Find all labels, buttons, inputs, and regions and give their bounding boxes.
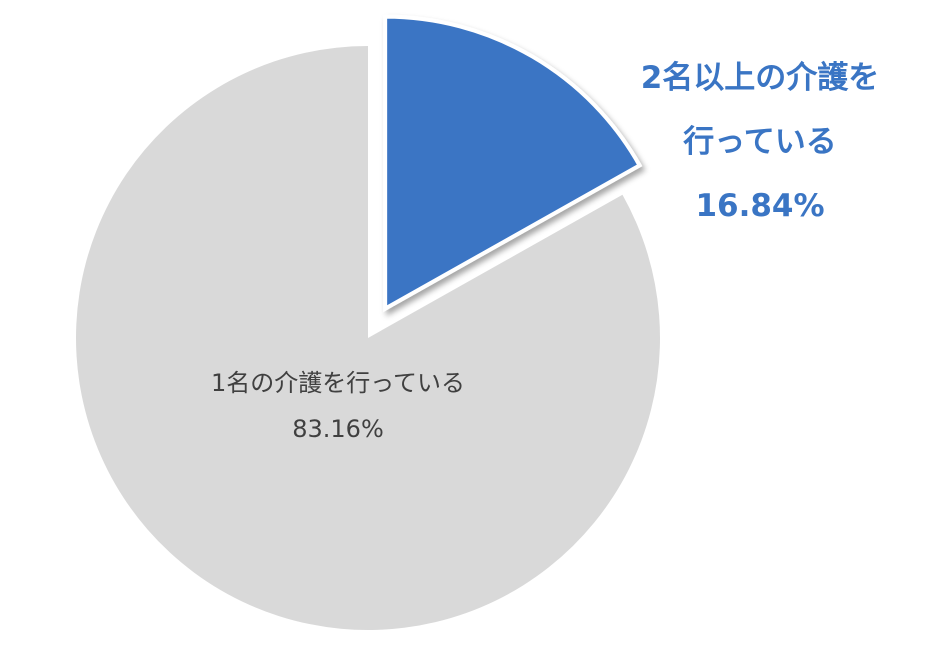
pie-slice-0 — [383, 14, 643, 313]
pie-slice-1 — [76, 46, 660, 630]
slice-label-text-line1: 2名以上の介護を — [640, 60, 880, 96]
slice-value-label: 83.16% — [292, 415, 384, 443]
slice-label-two-or-more: 2名以上の介護を 行っている 16.84% — [600, 46, 920, 238]
slice-value-label: 16.84% — [695, 188, 825, 224]
slice-label-text: 1名の介護を行っている — [210, 369, 466, 397]
slice-label-text-line2: 行っている — [683, 124, 837, 160]
slice-label-one-person: 1名の介護を行っている 83.16% — [168, 360, 508, 452]
